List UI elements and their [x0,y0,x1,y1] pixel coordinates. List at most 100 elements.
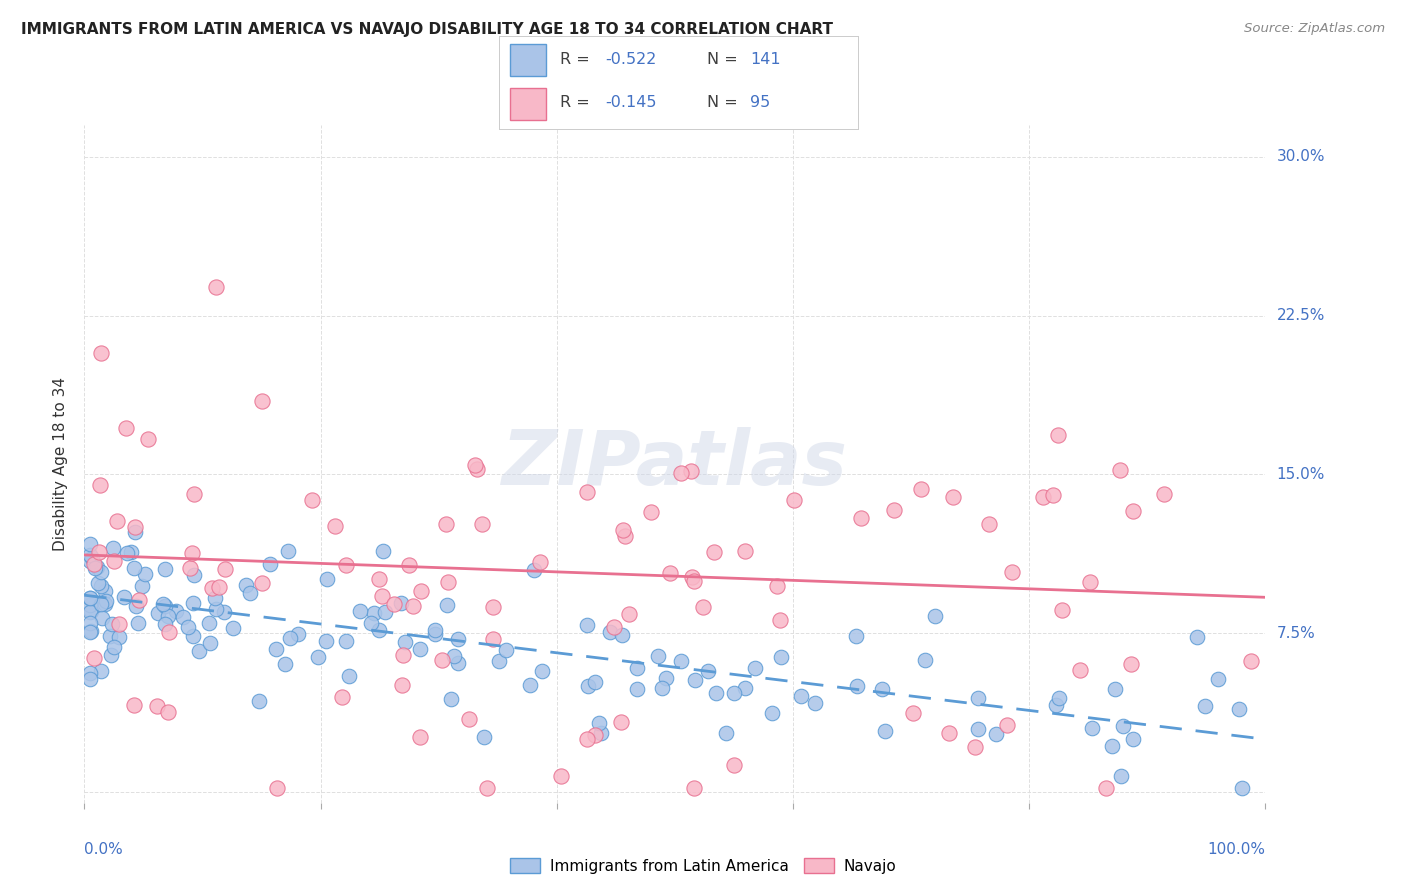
Point [1227,702,1250,716]
Point [723,686,745,700]
Point [79,666,101,681]
Point [155,616,177,631]
Point [482,632,505,646]
Point [576,617,599,632]
Point [90,346,112,360]
Point [335,634,357,648]
Point [1047,690,1070,705]
Point [108,617,131,632]
Point [967,691,990,706]
Text: 15.0%: 15.0% [1277,467,1324,482]
Point [1001,565,1024,579]
Point [172,610,194,624]
Point [198,636,221,650]
Text: Source: ZipAtlas.com: Source: ZipAtlas.com [1244,22,1385,36]
Point [83,560,105,574]
Point [79,624,101,639]
Text: 100.0%: 100.0% [1208,842,1265,856]
Point [669,654,692,668]
Point [79,537,101,551]
Point [575,731,598,746]
Point [761,706,783,720]
Point [430,652,453,666]
Point [723,758,745,772]
Point [134,566,156,581]
Point [1078,574,1101,589]
Point [287,627,309,641]
Point [965,740,987,755]
Point [145,699,167,714]
Point [425,623,447,637]
Point [883,503,905,517]
Point [323,519,346,533]
Point [277,543,299,558]
Point [440,691,463,706]
Point [744,661,766,675]
Point [769,613,792,627]
Point [1080,722,1102,736]
Point [87,576,110,591]
Point [734,544,756,558]
Point [482,600,505,615]
Point [901,706,924,720]
Point [613,529,636,543]
Point [278,632,301,646]
Point [115,420,138,434]
Point [626,661,648,675]
Point [434,516,457,531]
Point [531,665,554,679]
Point [183,487,205,501]
Point [120,545,142,559]
Point [181,596,204,610]
Point [79,591,101,605]
Point [1112,719,1135,733]
Point [107,630,129,644]
Point [967,722,990,736]
Point [205,602,228,616]
Point [89,477,111,491]
Point [127,615,149,630]
Point [101,616,124,631]
Point [458,712,481,726]
Point [423,626,446,640]
Point [910,483,932,497]
Point [83,651,105,665]
Point [734,681,756,695]
Point [402,599,425,613]
Point [349,604,371,618]
Point [79,672,101,686]
Point [845,629,868,643]
Point [924,609,946,624]
Point [79,605,101,619]
Text: N =: N = [707,52,742,67]
Text: 30.0%: 30.0% [1277,149,1324,164]
Point [682,780,704,795]
Point [550,769,572,783]
Point [409,584,432,599]
Point [716,726,738,740]
Point [1109,769,1132,783]
Point [651,681,673,695]
Point [315,634,337,648]
Point [259,558,281,572]
Point [204,279,226,293]
Point [1050,602,1073,616]
Text: -0.145: -0.145 [605,95,657,110]
Point [647,648,669,663]
Point [273,657,295,671]
Point [870,681,893,696]
Point [1230,780,1253,795]
Point [87,545,110,559]
Point [995,718,1018,732]
Point [128,593,150,607]
Point [188,644,211,658]
Point [157,624,180,639]
Point [1045,698,1067,712]
Text: N =: N = [707,95,742,110]
Point [591,725,613,739]
Point [576,679,599,693]
Point [79,548,101,562]
Text: 22.5%: 22.5% [1277,308,1324,323]
Point [177,620,200,634]
Point [391,678,413,692]
